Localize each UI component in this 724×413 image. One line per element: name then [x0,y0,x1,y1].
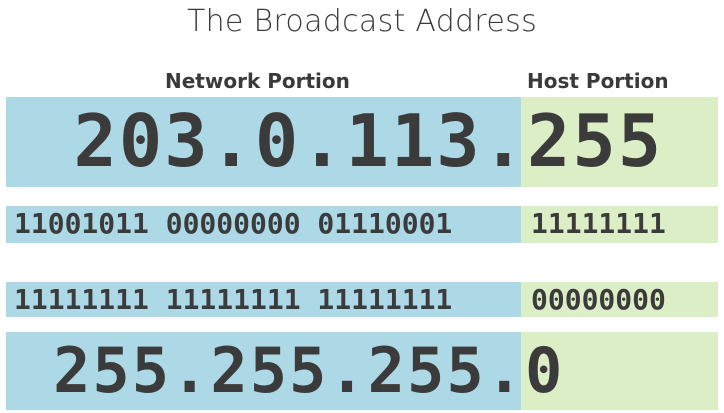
network-octets: 203.0.113. [73,99,521,183]
network-segment: 255.255.255. [6,332,521,410]
network-segment: 11001011 00000000 01110001 [6,206,521,243]
mask-binary-row: 11111111 11111111 11111111 00000000 [6,282,718,317]
host-segment: 255 [521,97,718,187]
host-octet: 0 [525,334,565,407]
host-portion-label: Host Portion [527,69,669,93]
host-segment: 00000000 [521,282,718,317]
host-segment: 0 [521,332,718,410]
network-segment: 203.0.113. [6,97,521,187]
host-octet: 255 [527,99,664,183]
network-bits: 11001011 00000000 01110001 [14,207,453,240]
host-bits: 00000000 [531,283,666,316]
network-bits: 11111111 11111111 11111111 [14,283,453,316]
diagram-title: The Broadcast Address [186,4,537,39]
host-bits: 11111111 [531,207,666,240]
broadcast-address-row: 203.0.113. 255 [6,97,718,187]
subnet-mask-row: 255.255.255. 0 [6,332,718,410]
network-portion-label: Network Portion [165,69,350,93]
network-octets: 255.255.255. [53,334,521,407]
host-segment: 11111111 [521,206,718,243]
broadcast-binary-row: 11001011 00000000 01110001 11111111 [6,206,718,243]
network-segment: 11111111 11111111 11111111 [6,282,521,317]
